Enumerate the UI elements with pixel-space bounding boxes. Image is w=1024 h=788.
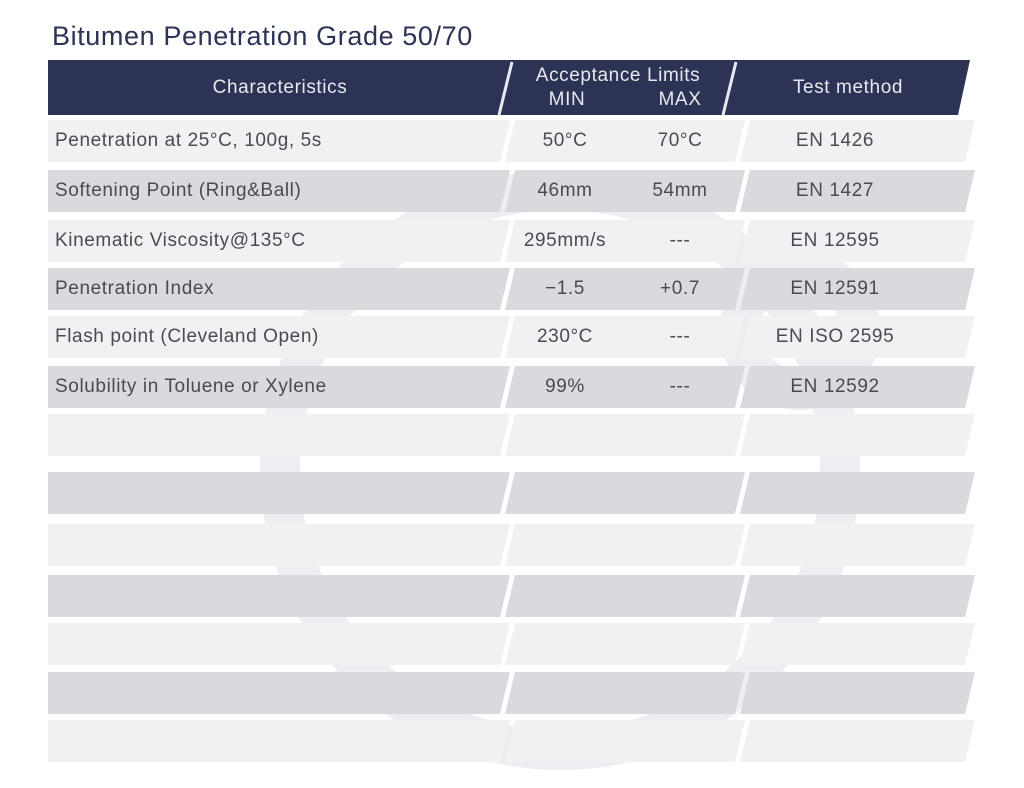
header-separator — [497, 61, 514, 116]
table-cell: EN 1427 — [796, 180, 874, 201]
row-cell — [48, 120, 510, 162]
row-cell — [48, 524, 510, 566]
table-cell: --- — [670, 230, 691, 251]
table-cell: Kinematic Viscosity@135°C — [55, 230, 306, 251]
table-cell: 54mm — [652, 180, 707, 201]
table-cell: 230°C — [537, 326, 593, 347]
table-header — [48, 60, 970, 115]
row-cell — [740, 575, 975, 617]
table-cell: EN 1426 — [796, 130, 874, 151]
title: Bitumen Penetration Grade 50/70 — [52, 21, 473, 51]
table-cell: 70°C — [658, 130, 703, 151]
table-cell: Flash point (Cleveland Open) — [55, 326, 319, 347]
row-cell — [740, 366, 975, 408]
table-cell: 46mm — [537, 180, 592, 201]
row-cell — [48, 672, 510, 714]
row-cell — [505, 120, 745, 162]
table-cell: --- — [670, 326, 691, 347]
table-cell: 99% — [545, 376, 585, 397]
row-cell — [740, 120, 975, 162]
row-cell — [48, 316, 510, 358]
row-cell — [48, 472, 510, 514]
header-separator — [721, 61, 738, 116]
table-cell: +0.7 — [660, 278, 700, 299]
row-cell — [505, 366, 745, 408]
table-cell: Solubility in Toluene or Xylene — [55, 376, 327, 397]
row-cell — [505, 623, 745, 665]
row-cell — [740, 524, 975, 566]
header-cell: Characteristics — [213, 77, 348, 98]
header-cell: MIN — [549, 89, 586, 110]
table-cell: EN 12591 — [790, 278, 879, 299]
row-cell — [505, 672, 745, 714]
table-cell: Penetration Index — [55, 278, 214, 299]
row-cell — [48, 268, 510, 310]
row-cell — [48, 366, 510, 408]
table-cell: EN 12592 — [790, 376, 879, 397]
row-cell — [48, 623, 510, 665]
row-cell — [505, 414, 745, 456]
row-cell — [740, 414, 975, 456]
row-cell — [505, 524, 745, 566]
row-cell — [505, 720, 745, 762]
header-cell: Acceptance Limits — [536, 65, 700, 86]
row-cell — [48, 720, 510, 762]
table-cell: −1.5 — [545, 278, 585, 299]
table-cell: Penetration at 25°C, 100g, 5s — [55, 130, 322, 151]
row-cell — [505, 575, 745, 617]
table-cell: 50°C — [543, 130, 588, 151]
table-cell: --- — [670, 376, 691, 397]
row-cell — [505, 472, 745, 514]
row-cell — [740, 170, 975, 212]
row-cell — [48, 414, 510, 456]
row-cell — [740, 472, 975, 514]
table-cell: 295mm/s — [524, 230, 606, 251]
row-cell — [740, 268, 975, 310]
row-cell — [505, 268, 745, 310]
row-cell — [48, 170, 510, 212]
header-cell: Test method — [793, 77, 903, 98]
row-cell — [740, 623, 975, 665]
row-cell — [505, 316, 745, 358]
row-cell — [48, 575, 510, 617]
row-cell — [740, 720, 975, 762]
row-cell — [740, 220, 975, 262]
header-cell: MAX — [659, 89, 702, 110]
table-cell: EN 12595 — [790, 230, 879, 251]
row-cell — [740, 672, 975, 714]
row-cell — [48, 220, 510, 262]
row-cell — [505, 220, 745, 262]
table-rows — [48, 120, 975, 762]
table-cell: EN ISO 2595 — [776, 326, 895, 347]
row-cell — [505, 170, 745, 212]
row-cell — [740, 316, 975, 358]
table-cell: Softening Point (Ring&Ball) — [55, 180, 301, 201]
